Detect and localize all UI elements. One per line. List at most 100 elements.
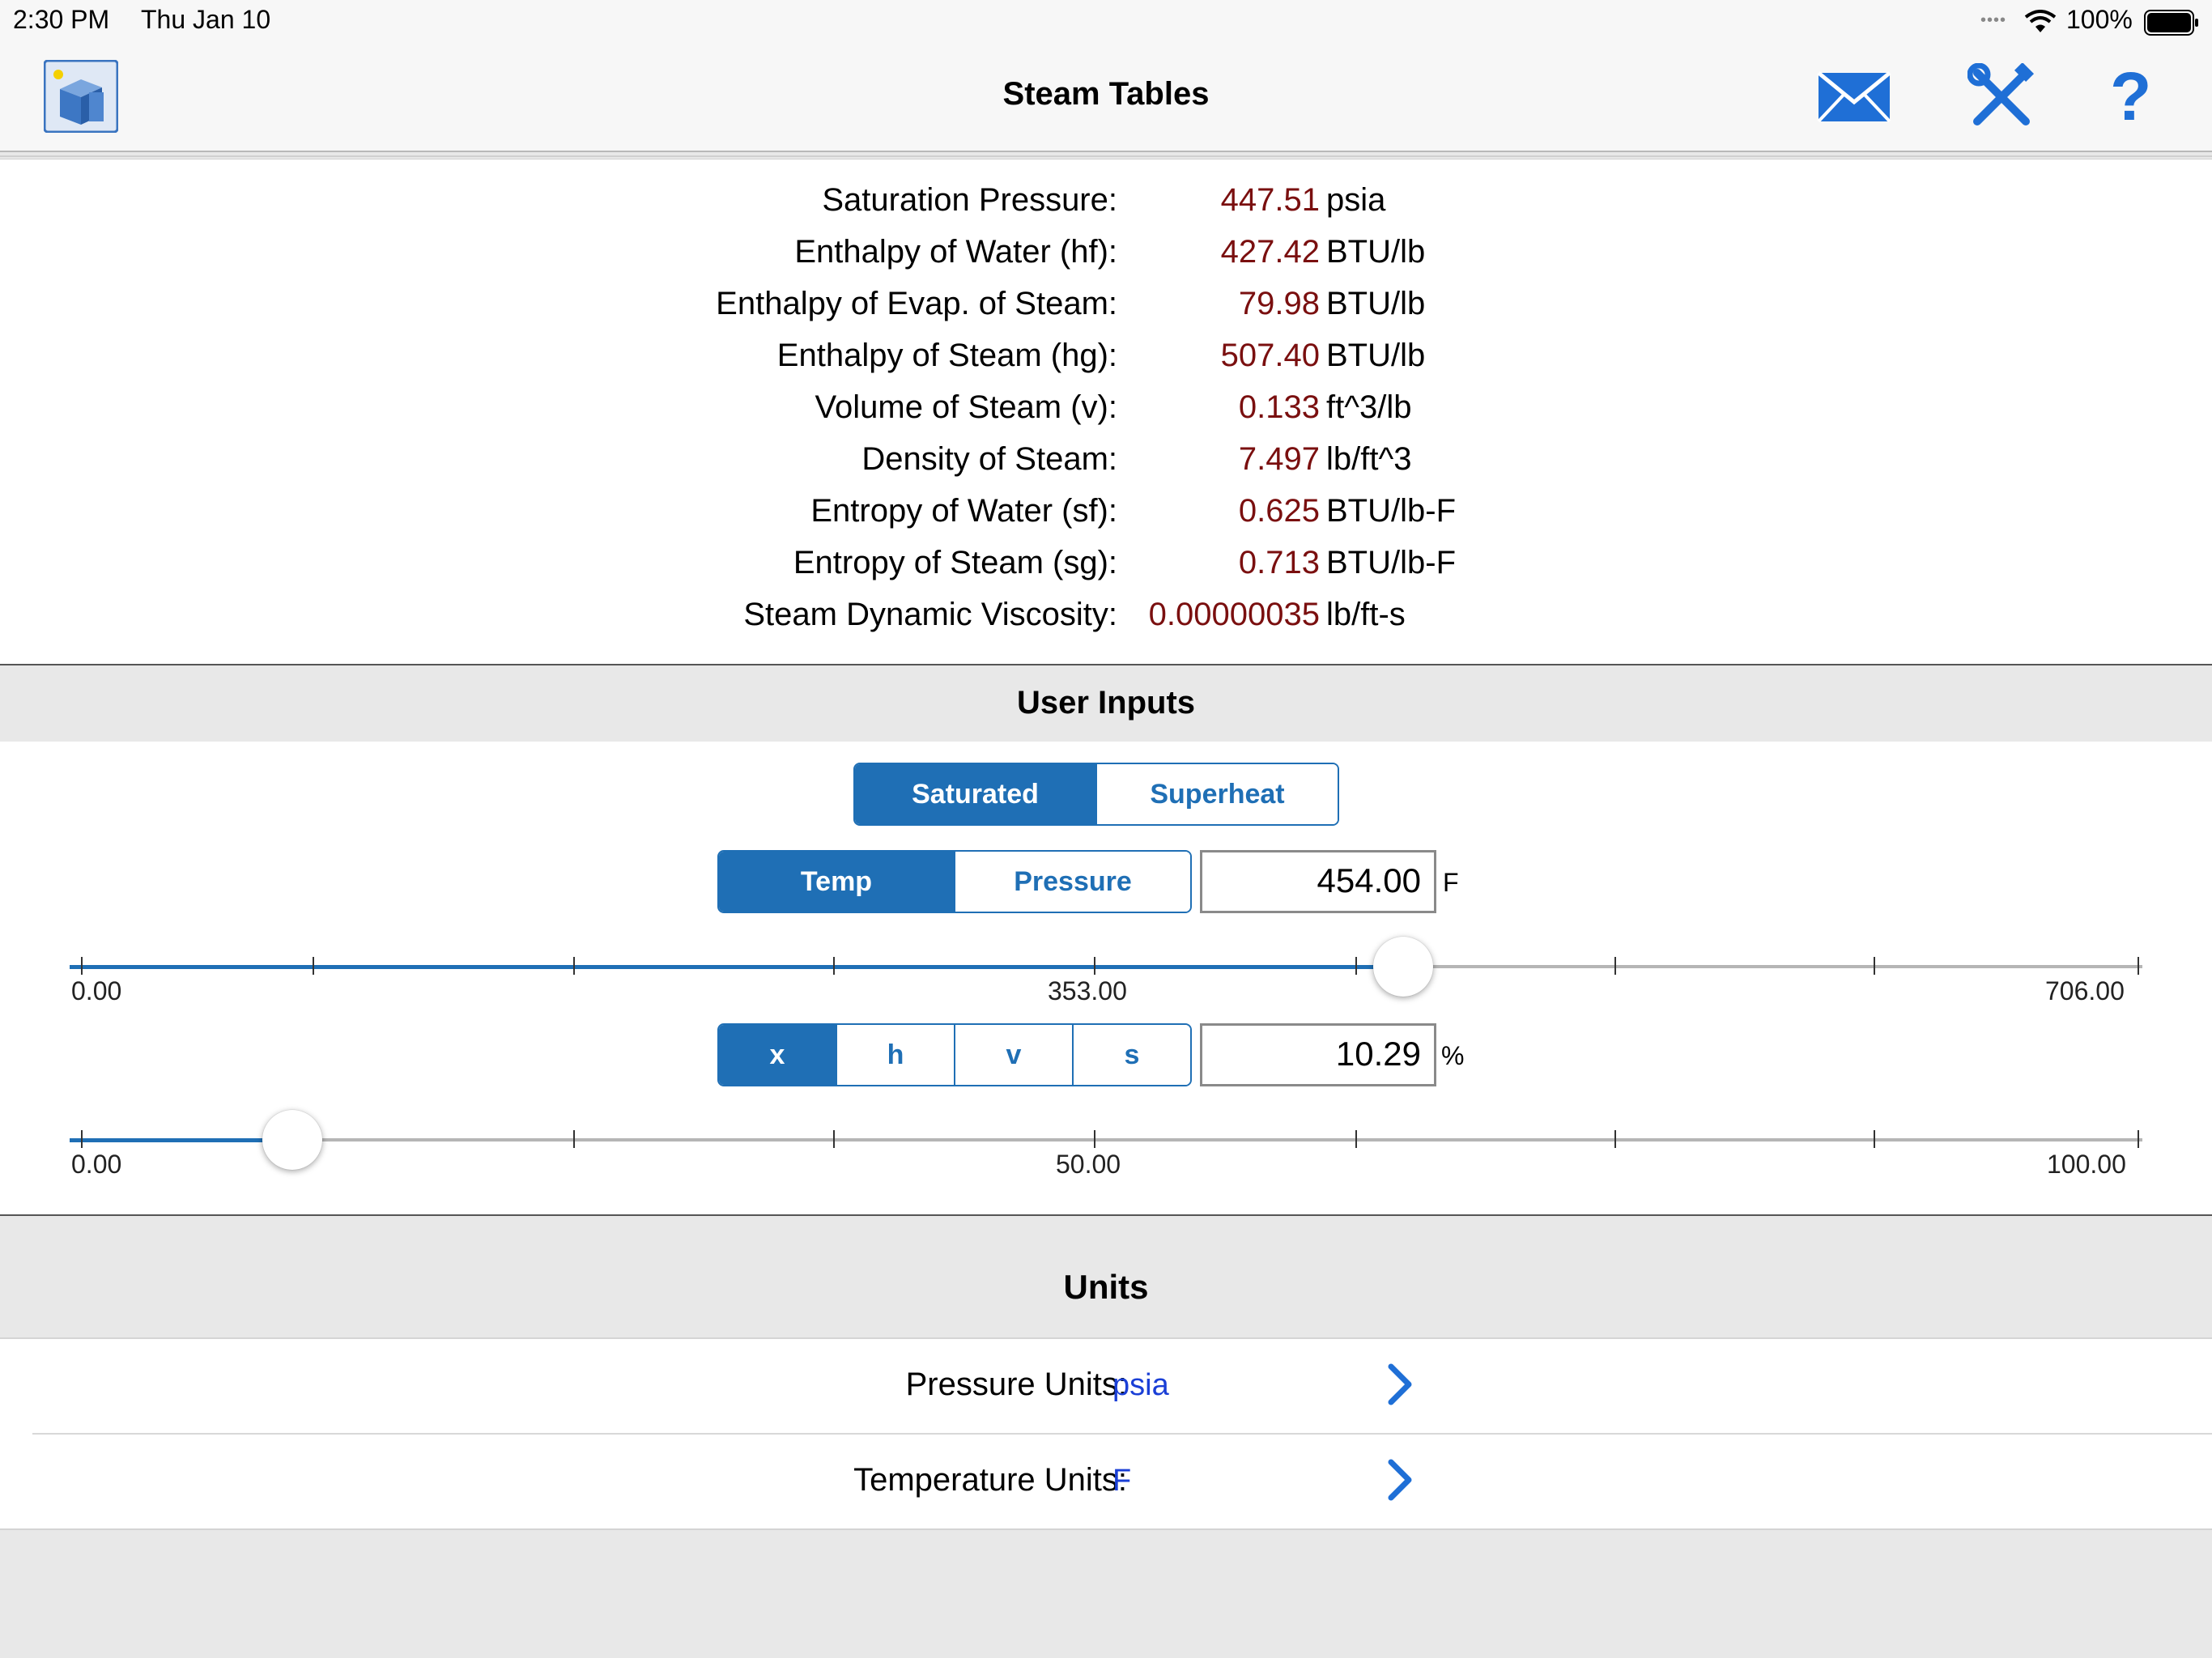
result-unit: psia [1326,182,1386,218]
result-row-entropy-steam: Entropy of Steam (sg): 0.713 BTU/lb-F [0,545,2212,597]
units-header: Units [0,1216,2212,1337]
user-inputs-header: User Inputs [0,664,2212,743]
temperature-input[interactable]: 454.00 [1200,850,1436,913]
units-list: Pressure Units: psia Temperature Units: … [0,1337,2212,1530]
quality-input[interactable]: 10.29 [1200,1023,1436,1086]
temperature-units-row[interactable]: Temperature Units: F [0,1435,2212,1528]
slider-mid-label: 50.00 [1056,1150,1121,1179]
result-unit: BTU/lb-F [1326,545,1456,580]
pressure-units-value: psia [1112,1368,1169,1402]
result-unit: lb/ft^3 [1326,441,1412,477]
wifi-icon [2024,10,2057,32]
slider-tick [1614,1130,1616,1148]
result-unit: BTU/lb [1326,338,1426,373]
slider-tick [313,957,314,975]
segment-h[interactable]: h [836,1025,954,1085]
result-label: Entropy of Water (sf): [810,493,1117,529]
slider-tick [1614,957,1616,975]
slider-min-label: 0.00 [71,1150,122,1179]
segment-pressure[interactable]: Pressure [954,852,1190,912]
status-time: 2:30 PM [13,5,110,34]
quality-slider[interactable]: 0.00 50.00 100.00 [0,1110,2212,1182]
navigation-bar: Steam Tables ? [0,45,2212,157]
slider-tick [833,1130,835,1148]
slider-max-label: 100.00 [2047,1150,2126,1179]
slider-tick [833,957,835,975]
slider-min-label: 0.00 [71,976,122,1005]
temperature-units-label: Temperature Units: [853,1462,1127,1498]
segment-temp[interactable]: Temp [719,852,954,912]
segment-saturated[interactable]: Saturated [855,764,1095,824]
slider-tick [2138,957,2139,975]
result-unit: lb/ft-s [1326,597,1406,632]
result-value: 427.42 [1220,234,1320,270]
temperature-units-value: F [1112,1464,1132,1498]
user-inputs-panel: Saturated Superheat Temp Pressure 454.00… [0,742,2212,1216]
result-value: 507.40 [1220,338,1320,373]
result-row-saturation-pressure: Saturation Pressure: 447.51 psia [0,182,2212,234]
help-icon[interactable]: ? [2110,58,2152,134]
status-date: Thu Jan 10 [141,5,271,34]
tools-icon[interactable] [1967,62,2035,135]
slider-tick [1874,957,1875,975]
row-divider [32,1433,2212,1435]
result-value: 79.98 [1238,286,1320,321]
quality-slider-thumb[interactable] [262,1110,323,1170]
slider-tick [1355,1130,1357,1148]
slider-fill [70,965,1404,969]
result-row-viscosity: Steam Dynamic Viscosity: 0.00000035 lb/f… [0,597,2212,648]
slider-tick [1355,957,1357,975]
result-label: Saturation Pressure: [822,182,1117,218]
slider-tick [573,957,575,975]
segment-s[interactable]: s [1072,1025,1190,1085]
result-row-volume-steam: Volume of Steam (v): 0.133 ft^3/lb [0,389,2212,441]
result-value: 0.00000035 [1148,597,1320,632]
segment-x[interactable]: x [719,1025,836,1085]
segment-superheat[interactable]: Superheat [1095,764,1338,824]
quality-unit-label: % [1441,1041,1465,1070]
chevron-right-icon[interactable] [1385,1457,1417,1503]
result-row-enthalpy-water: Enthalpy of Water (hf): 427.42 BTU/lb [0,234,2212,286]
basis-segmented-control: Temp Pressure [717,850,1192,913]
results-panel: Saturation Pressure: 447.51 psia Enthalp… [0,159,2212,665]
result-row-enthalpy-steam: Enthalpy of Steam (hg): 507.40 BTU/lb [0,338,2212,389]
slider-fill [70,1138,293,1142]
result-value: 0.133 [1238,389,1320,425]
result-label: Density of Steam: [861,441,1117,477]
result-value: 0.713 [1238,545,1320,580]
result-row-density-steam: Density of Steam: 7.497 lb/ft^3 [0,441,2212,493]
temperature-unit-label: F [1443,868,1459,897]
result-label: Entropy of Steam (sg): [793,545,1117,580]
result-value: 447.51 [1220,182,1320,218]
mail-icon[interactable] [1817,71,1891,127]
slider-tick [1094,1130,1095,1148]
slider-tick [1874,1130,1875,1148]
slider-max-label: 706.00 [2045,976,2125,1005]
slider-tick [573,1130,575,1148]
slider-tick [81,957,83,975]
page-title: Steam Tables [1002,76,1210,112]
result-label: Enthalpy of Water (hf): [794,234,1117,270]
result-unit: BTU/lb [1326,286,1426,321]
status-bar: 2:30 PM Thu Jan 10 •••• 100% [0,0,2212,45]
temperature-slider-thumb[interactable] [1373,937,1434,997]
app-logo-icon[interactable] [43,59,119,134]
result-row-enthalpy-evap: Enthalpy of Evap. of Steam: 79.98 BTU/lb [0,286,2212,338]
result-label: Enthalpy of Steam (hg): [776,338,1117,373]
battery-percent: 100% [2066,5,2133,34]
temperature-slider[interactable]: 0.00 353.00 706.00 [0,937,2212,1009]
state-segmented-control: Saturated Superheat [853,763,1339,826]
pressure-units-row[interactable]: Pressure Units: psia [0,1339,2212,1433]
result-label: Steam Dynamic Viscosity: [743,597,1117,632]
result-label: Volume of Steam (v): [815,389,1117,425]
slider-mid-label: 353.00 [1048,976,1127,1005]
battery-icon [2144,10,2198,36]
chevron-right-icon[interactable] [1385,1362,1417,1407]
slider-tick [81,1130,83,1148]
slider-tick [2138,1130,2139,1148]
pressure-units-label: Pressure Units: [905,1367,1127,1402]
segment-v[interactable]: v [954,1025,1072,1085]
result-unit: ft^3/lb [1326,389,1412,425]
result-label: Enthalpy of Evap. of Steam: [716,286,1117,321]
result-row-entropy-water: Entropy of Water (sf): 0.625 BTU/lb-F [0,493,2212,545]
